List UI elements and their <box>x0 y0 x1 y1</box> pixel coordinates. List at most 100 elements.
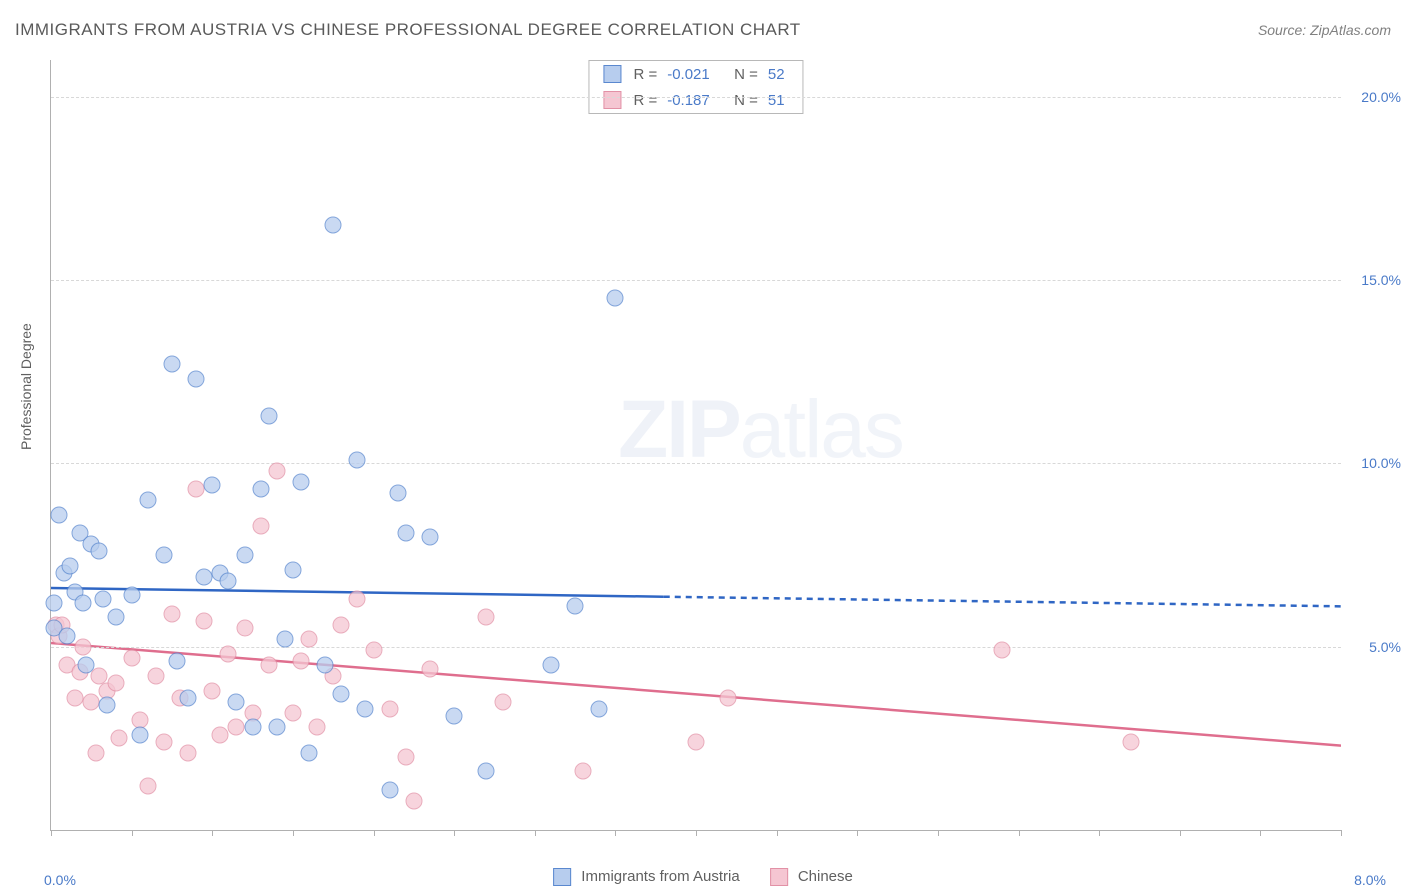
scatter-point <box>333 616 350 633</box>
scatter-point <box>67 690 84 707</box>
scatter-point <box>494 693 511 710</box>
scatter-point <box>123 649 140 666</box>
scatter-point <box>260 657 277 674</box>
scatter-point <box>292 653 309 670</box>
scatter-point <box>83 693 100 710</box>
scatter-point <box>75 638 92 655</box>
scatter-point <box>268 462 285 479</box>
scatter-point <box>333 686 350 703</box>
swatch-a-icon <box>553 868 571 886</box>
legend-item-a: Immigrants from Austria <box>553 868 740 886</box>
x-tick <box>938 830 939 836</box>
scatter-point <box>163 605 180 622</box>
scatter-point <box>276 631 293 648</box>
scatter-point <box>107 675 124 692</box>
scatter-point <box>381 701 398 718</box>
scatter-point <box>268 719 285 736</box>
x-tick <box>293 830 294 836</box>
legend-item-b: Chinese <box>770 868 853 886</box>
scatter-point <box>196 569 213 586</box>
scatter-point <box>357 701 374 718</box>
scatter-point <box>236 547 253 564</box>
scatter-point <box>139 492 156 509</box>
scatter-point <box>244 719 261 736</box>
scatter-point <box>88 745 105 762</box>
scatter-point <box>994 642 1011 659</box>
scatter-point <box>228 693 245 710</box>
correlation-row-a: R = -0.021 N = 52 <box>589 61 802 87</box>
scatter-point <box>397 525 414 542</box>
grid-line <box>51 463 1341 464</box>
scatter-point <box>131 726 148 743</box>
scatter-point <box>51 506 68 523</box>
y-tick-label: 5.0% <box>1346 639 1401 655</box>
chart-source: Source: ZipAtlas.com <box>1258 22 1391 38</box>
swatch-b-icon <box>603 91 621 109</box>
scatter-point <box>591 701 608 718</box>
x-tick <box>374 830 375 836</box>
scatter-point <box>155 547 172 564</box>
scatter-point <box>301 631 318 648</box>
scatter-point <box>284 561 301 578</box>
scatter-point <box>220 572 237 589</box>
series-legend: Immigrants from Austria Chinese <box>553 868 853 886</box>
swatch-a-icon <box>603 65 621 83</box>
scatter-point <box>107 609 124 626</box>
scatter-point <box>252 481 269 498</box>
scatter-point <box>365 642 382 659</box>
scatter-point <box>252 517 269 534</box>
scatter-point <box>147 668 164 685</box>
scatter-point <box>567 598 584 615</box>
scatter-point <box>123 587 140 604</box>
x-tick <box>1019 830 1020 836</box>
scatter-point <box>317 657 334 674</box>
scatter-point <box>139 778 156 795</box>
scatter-point <box>292 473 309 490</box>
scatter-point <box>381 781 398 798</box>
scatter-point <box>421 528 438 545</box>
scatter-point <box>204 477 221 494</box>
x-tick <box>777 830 778 836</box>
scatter-point <box>188 371 205 388</box>
swatch-b-icon <box>770 868 788 886</box>
x-tick <box>212 830 213 836</box>
scatter-point <box>397 748 414 765</box>
scatter-point <box>260 407 277 424</box>
y-tick-label: 15.0% <box>1346 272 1401 288</box>
grid-line <box>51 97 1341 98</box>
scatter-point <box>542 657 559 674</box>
scatter-point <box>75 594 92 611</box>
scatter-point <box>446 708 463 725</box>
scatter-point <box>349 591 366 608</box>
scatter-point <box>168 653 185 670</box>
x-max-label: 8.0% <box>1354 872 1386 888</box>
grid-line <box>51 647 1341 648</box>
scatter-point <box>180 745 197 762</box>
y-tick-label: 20.0% <box>1346 89 1401 105</box>
x-min-label: 0.0% <box>44 872 76 888</box>
x-tick <box>1341 830 1342 836</box>
x-tick <box>1180 830 1181 836</box>
correlation-row-b: R = -0.187 N = 51 <box>589 87 802 113</box>
scatter-point <box>228 719 245 736</box>
scatter-point <box>155 734 172 751</box>
scatter-point <box>99 697 116 714</box>
x-tick <box>615 830 616 836</box>
x-tick <box>132 830 133 836</box>
x-tick <box>1260 830 1261 836</box>
y-tick-label: 10.0% <box>1346 455 1401 471</box>
scatter-point <box>236 620 253 637</box>
scatter-point <box>575 763 592 780</box>
scatter-point <box>389 484 406 501</box>
scatter-point <box>478 609 495 626</box>
scatter-point <box>91 543 108 560</box>
x-tick <box>696 830 697 836</box>
scatter-point <box>62 558 79 575</box>
scatter-point <box>421 660 438 677</box>
scatter-point <box>46 594 63 611</box>
chart-title: IMMIGRANTS FROM AUSTRIA VS CHINESE PROFE… <box>15 20 801 40</box>
scatter-point <box>688 734 705 751</box>
scatter-point <box>180 690 197 707</box>
scatter-point <box>78 657 95 674</box>
x-tick <box>454 830 455 836</box>
